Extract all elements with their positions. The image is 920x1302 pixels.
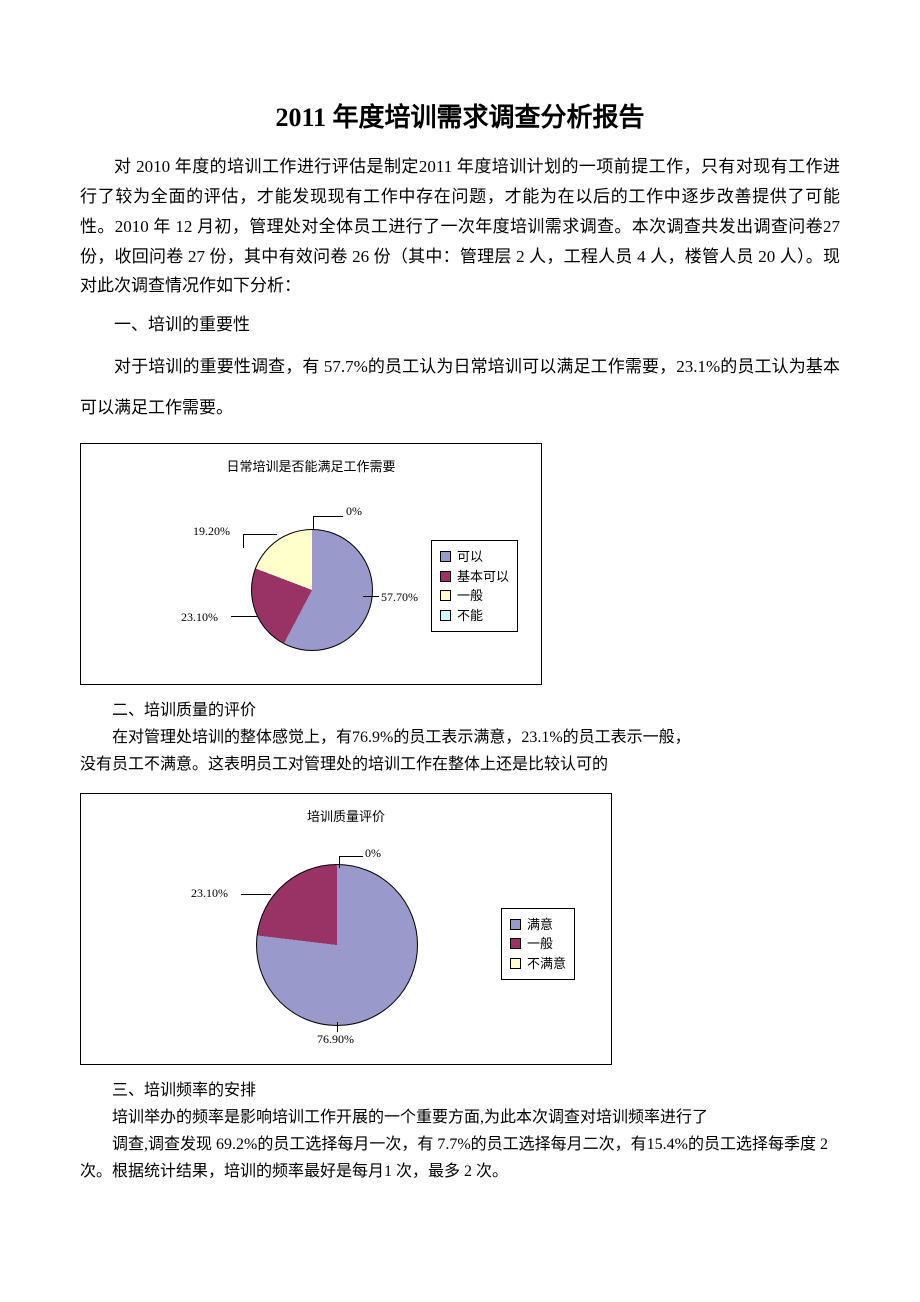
chart2-leader-2b <box>339 856 363 857</box>
chart1-legend: 可以基本可以一般不能 <box>431 540 518 632</box>
chart2-leader-0 <box>337 1022 338 1032</box>
legend-label: 基本可以 <box>457 567 509 587</box>
legend-label: 一般 <box>457 586 483 606</box>
chart1-pie-wrap <box>251 529 373 651</box>
chart1-leader-3 <box>313 516 314 530</box>
legend-swatch <box>440 610 451 621</box>
legend-swatch <box>440 571 451 582</box>
chart1-leader-2b <box>243 534 277 535</box>
legend-label: 一般 <box>527 934 553 954</box>
chart2-legend: 满意一般不满意 <box>501 908 575 981</box>
chart1-leader-3b <box>313 516 343 517</box>
legend-label: 满意 <box>527 915 553 935</box>
legend-row: 基本可以 <box>440 567 509 587</box>
chart1-label-3: 0% <box>346 504 362 519</box>
section3-body-line1: 培训举办的频率是影响培训工作开展的一个重要方面,为此本次调查对培训频率进行了 <box>80 1104 840 1131</box>
chart2-leader-2 <box>339 856 340 868</box>
chart1-label-2: 19.20% <box>193 524 230 539</box>
legend-row: 不能 <box>440 606 509 626</box>
section3-body-line2: 调查,调查发现 69.2%的员工选择每月一次，有 7.7%的员工选择每月二次，有… <box>80 1131 840 1185</box>
chart2-label-1: 23.10% <box>191 886 228 901</box>
chart2-label-0: 76.90% <box>317 1032 354 1047</box>
document-title: 2011 年度培训需求调查分析报告 <box>80 97 840 134</box>
chart2-title: 培训质量评价 <box>81 794 611 825</box>
chart1-pie <box>251 529 373 651</box>
legend-row: 一般 <box>510 934 566 954</box>
chart2-label-2: 0% <box>365 846 381 861</box>
legend-row: 不满意 <box>510 954 566 974</box>
legend-row: 可以 <box>440 547 509 567</box>
intro-paragraph: 对 2010 年度的培训工作进行评估是制定2011 年度培训计划的一项前提工作，… <box>80 152 840 301</box>
legend-swatch <box>510 958 521 969</box>
chart2-pie <box>256 864 418 1026</box>
section1-heading: 一、培训的重要性 <box>80 309 840 341</box>
legend-row: 一般 <box>440 586 509 606</box>
legend-swatch <box>510 919 521 930</box>
chart1-leader-0 <box>363 596 379 597</box>
chart1-container: 日常培训是否能满足工作需要 57.70% 23.10% 19.20% 0% 可以… <box>80 443 542 685</box>
legend-swatch <box>440 590 451 601</box>
chart1-label-1: 23.10% <box>181 610 218 625</box>
legend-row: 满意 <box>510 915 566 935</box>
chart2-pie-wrap <box>256 864 418 1026</box>
chart1-title: 日常培训是否能满足工作需要 <box>81 444 541 475</box>
chart1-leader-1 <box>231 616 257 617</box>
chart1-leader-2 <box>243 534 244 548</box>
legend-label: 不能 <box>457 606 483 626</box>
section2-heading: 二、培训质量的评价 <box>80 697 840 724</box>
legend-swatch <box>440 551 451 562</box>
chart2-leader-1 <box>241 894 271 895</box>
section3-heading: 三、培训频率的安排 <box>80 1077 840 1104</box>
section2-body-line1: 在对管理处培训的整体感觉上，有76.9%的员工表示满意，23.1%的员工表示一般… <box>80 724 840 751</box>
section2-body-line2: 没有员工不满意。这表明员工对管理处的培训工作在整体上还是比较认可的 <box>80 751 840 778</box>
legend-label: 不满意 <box>527 954 566 974</box>
chart2-container: 培训质量评价 76.90% 23.10% 0% 满意一般不满意 <box>80 793 612 1065</box>
section1-body: 对于培训的重要性调查，有 57.7%的员工认为日常培训可以满足工作需要，23.1… <box>80 347 840 429</box>
legend-label: 可以 <box>457 547 483 567</box>
chart1-label-0: 57.70% <box>381 590 418 605</box>
page: 2011 年度培训需求调查分析报告 对 2010 年度的培训工作进行评估是制定2… <box>0 0 920 1245</box>
legend-swatch <box>510 938 521 949</box>
